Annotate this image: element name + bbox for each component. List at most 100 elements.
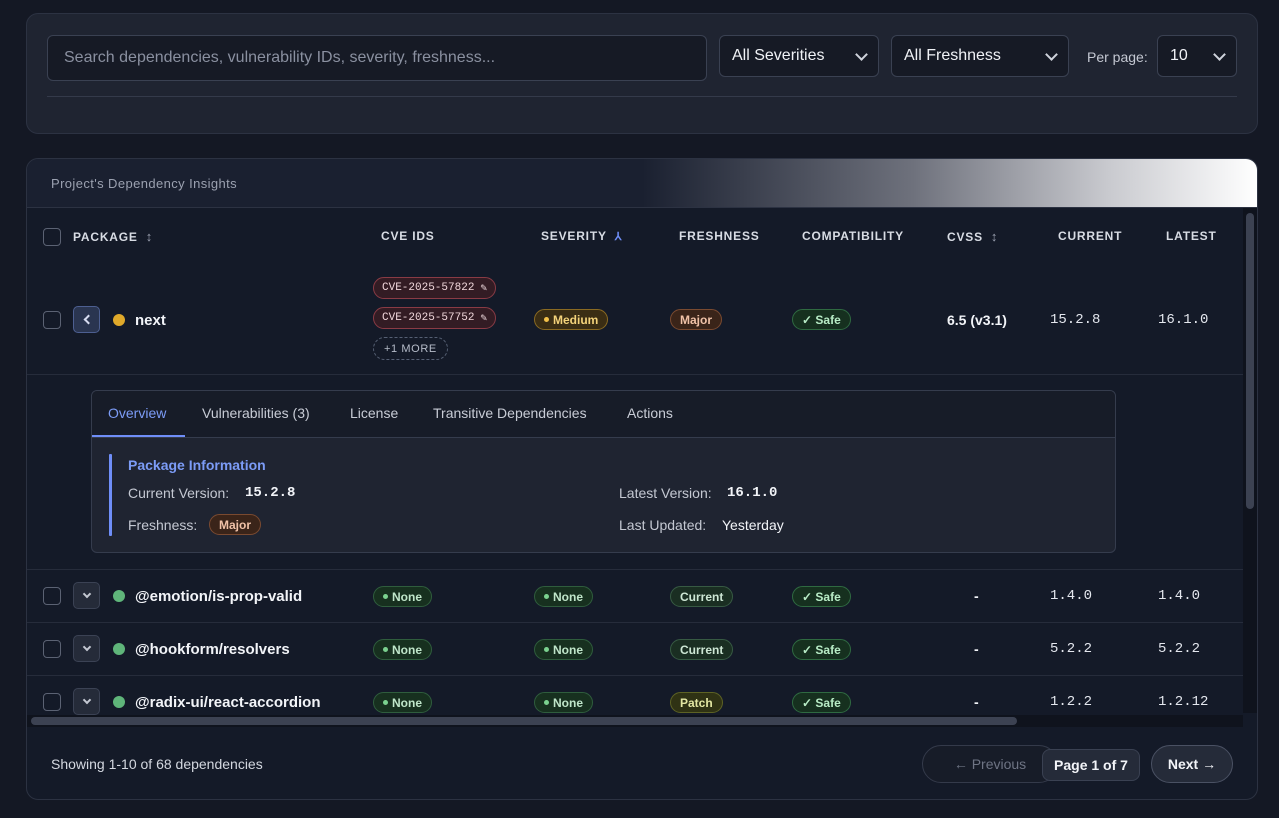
severity-select-value: All Severities: [732, 47, 825, 64]
pencil-icon: ✎: [480, 313, 488, 325]
search-input[interactable]: [47, 35, 707, 81]
row-checkbox[interactable]: [43, 640, 61, 658]
per-page-select[interactable]: 10: [1157, 35, 1237, 77]
package-detail-panel: Overview Vulnerabilities (3) License Tra…: [91, 390, 1116, 553]
status-dot: [113, 696, 125, 708]
freshness-label: Freshness:: [128, 517, 198, 533]
accent-bar: [109, 454, 112, 536]
dot-icon: [383, 594, 388, 599]
freshness-badge: Current: [670, 639, 734, 660]
cvss-score: 6.5 (v3.1): [947, 312, 1007, 328]
current-version: 5.2.2: [1050, 641, 1093, 657]
previous-page-button[interactable]: ← Previous: [922, 745, 1058, 783]
freshness-select-value: All Freshness: [904, 47, 1001, 64]
last-updated-label: Last Updated:: [619, 517, 707, 533]
latest-version-label: Latest Version:: [619, 485, 712, 501]
cve-badge: None: [373, 692, 432, 713]
latest-version: 5.2.2: [1158, 641, 1201, 657]
dot-icon: [383, 700, 388, 705]
compatibility-badge: ✓ Safe: [792, 692, 851, 713]
cve-id-pill[interactable]: CVE-2025-57752 ✎: [373, 307, 497, 329]
package-name: @radix-ui/react-accordion: [135, 694, 321, 711]
dot-icon: [544, 317, 549, 322]
column-header-package[interactable]: PACKAGE ↕: [73, 229, 154, 244]
divider: [47, 96, 1237, 97]
tab-actions[interactable]: Actions: [627, 405, 673, 421]
row-divider: [27, 569, 1243, 570]
freshness-select[interactable]: All Freshness: [891, 35, 1069, 77]
status-dot: [113, 314, 125, 326]
current-version-label: Current Version:: [128, 485, 230, 501]
current-version: 1.4.0: [1050, 588, 1093, 604]
last-updated-value: Yesterday: [722, 517, 784, 533]
cve-id-pill[interactable]: CVE-2025-57822 ✎: [373, 277, 497, 299]
freshness-badge: Patch: [670, 692, 723, 713]
per-page-value: 10: [1170, 47, 1188, 64]
current-version-value: 15.2.8: [245, 485, 296, 501]
column-header-current: CURRENT: [1058, 229, 1123, 243]
expand-row-button[interactable]: [73, 688, 100, 715]
latest-version: 16.1.0: [1158, 312, 1209, 328]
cvss-score: -: [974, 588, 979, 604]
sort-icon: ↕: [990, 229, 999, 244]
cve-badge: None: [373, 586, 432, 607]
row-divider: [27, 374, 1243, 375]
cvss-score: -: [974, 641, 979, 657]
expand-row-button[interactable]: [73, 582, 100, 609]
filter-panel: All Severities All Freshness Per page: 1…: [26, 13, 1258, 134]
column-header-freshness: FRESHNESS: [679, 229, 760, 243]
more-cves-button[interactable]: +1 MORE: [373, 337, 448, 360]
row-divider: [27, 675, 1243, 676]
tab-transitive-dependencies[interactable]: Transitive Dependencies: [433, 405, 587, 421]
chevron-down-icon: [82, 589, 91, 599]
row-checkbox[interactable]: [43, 311, 61, 329]
row-checkbox[interactable]: [43, 587, 61, 605]
horizontal-scrollbar-thumb[interactable]: [31, 717, 1017, 725]
freshness-badge: Current: [670, 586, 734, 607]
current-version: 15.2.8: [1050, 312, 1101, 328]
severity-badge: None: [534, 586, 593, 607]
table-title: Project's Dependency Insights: [51, 176, 238, 191]
dot-icon: [544, 647, 549, 652]
latest-version: 1.2.12: [1158, 694, 1209, 710]
column-header-latest: LATEST: [1166, 229, 1217, 243]
compatibility-badge: ✓ Safe: [792, 586, 851, 607]
chevron-down-icon: [1045, 47, 1058, 61]
current-version: 1.2.2: [1050, 694, 1093, 710]
chevron-down-icon: [1213, 47, 1226, 61]
per-page-label: Per page:: [1087, 49, 1148, 65]
vertical-scrollbar-thumb[interactable]: [1246, 213, 1254, 509]
chevron-down-icon: [82, 695, 91, 705]
severity-select[interactable]: All Severities: [719, 35, 879, 77]
select-all-checkbox[interactable]: [43, 228, 61, 246]
severity-badge: None: [534, 639, 593, 660]
package-name: @emotion/is-prop-valid: [135, 588, 303, 605]
status-dot: [113, 643, 125, 655]
package-name: @hookform/resolvers: [135, 641, 290, 658]
tab-overview[interactable]: Overview: [108, 405, 167, 421]
column-header-cvss[interactable]: CVSS ↕: [947, 229, 999, 244]
dependency-table-card: Project's Dependency Insights PACKAGE ↕ …: [26, 158, 1258, 800]
next-page-button[interactable]: Next →: [1151, 745, 1233, 783]
active-tab-indicator: [92, 435, 185, 437]
column-header-compatibility: COMPATIBILITY: [802, 229, 904, 243]
latest-version-value: 16.1.0: [727, 485, 778, 501]
cvss-score: -: [974, 694, 979, 710]
compatibility-badge: ✓ Safe: [792, 309, 851, 330]
column-header-severity[interactable]: SEVERITY ⅄: [541, 229, 623, 243]
pencil-icon: ✎: [480, 283, 488, 295]
section-title: Package Information: [128, 457, 266, 473]
row-divider: [27, 622, 1243, 623]
expand-row-button[interactable]: [73, 635, 100, 662]
collapse-row-button[interactable]: [73, 306, 100, 333]
status-dot: [113, 590, 125, 602]
row-checkbox[interactable]: [43, 693, 61, 711]
dot-icon: [544, 594, 549, 599]
latest-version: 1.4.0: [1158, 588, 1201, 604]
tab-license[interactable]: License: [350, 405, 399, 421]
card-header: Project's Dependency Insights: [27, 159, 1257, 208]
cve-badge: None: [373, 639, 432, 660]
dot-icon: [383, 647, 388, 652]
compatibility-badge: ✓ Safe: [792, 639, 851, 660]
tab-vulnerabilities[interactable]: Vulnerabilities (3): [202, 405, 310, 421]
